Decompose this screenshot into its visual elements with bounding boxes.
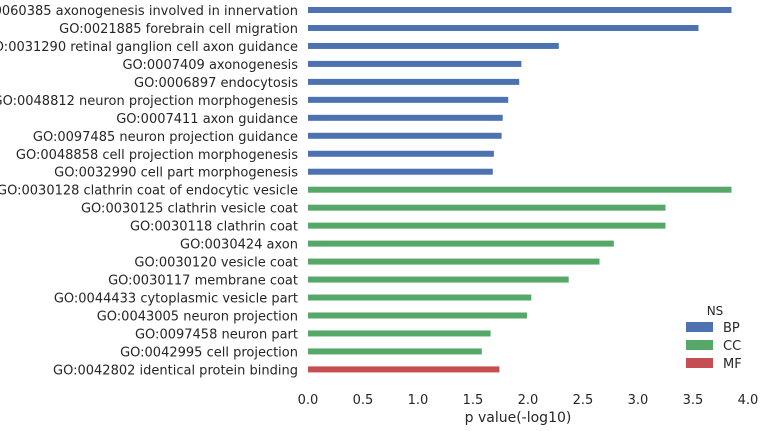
legend: NS BP CC MF xyxy=(686,304,742,372)
legend-label: CC xyxy=(723,339,741,354)
legend-swatch xyxy=(686,322,713,332)
x-tick-label: 1.5 xyxy=(463,393,484,408)
bar xyxy=(308,168,493,175)
category-label: GO:0007411 axon guidance xyxy=(116,112,298,127)
bar xyxy=(308,132,502,139)
bar xyxy=(308,240,614,247)
bar xyxy=(308,330,491,337)
bar xyxy=(308,60,522,67)
category-label: GO:0032990 cell part morphogenesis xyxy=(54,166,298,181)
legend-label: MF xyxy=(723,357,742,372)
category-label: GO:0030118 clathrin coat xyxy=(130,220,298,235)
category-label: GO:0042802 identical protein binding xyxy=(53,363,298,378)
category-label: GO:0042995 cell projection xyxy=(120,345,298,360)
bar xyxy=(308,222,666,229)
category-label: GO:0030128 clathrin coat of endocytic ve… xyxy=(0,184,298,199)
legend-label: BP xyxy=(723,321,740,336)
category-label: GO:0031290 retinal ganglion cell axon gu… xyxy=(0,40,298,55)
x-tick-label: 3.5 xyxy=(683,393,704,408)
category-label: GO:0044433 cytoplasmic vesicle part xyxy=(54,292,298,307)
legend-swatch xyxy=(686,358,713,368)
bar xyxy=(308,258,600,265)
bar xyxy=(308,366,500,373)
x-tick-label: 1.0 xyxy=(408,393,429,408)
category-label: GO:0060385 axonogenesis involved in inne… xyxy=(0,4,298,19)
bar xyxy=(308,7,732,13)
category-label: GO:0097485 neuron projection guidance xyxy=(33,130,298,145)
bar xyxy=(308,114,503,121)
bar xyxy=(308,24,699,31)
x-tick-label: 0.0 xyxy=(298,393,319,408)
category-labels: GO:0060385 axonogenesis involved in inne… xyxy=(0,4,298,378)
category-label: GO:0048812 neuron projection morphogenes… xyxy=(0,94,298,109)
category-label: GO:0097458 neuron part xyxy=(135,327,298,342)
legend-title: NS xyxy=(707,304,724,318)
x-tick-label: 0.5 xyxy=(353,393,374,408)
bar xyxy=(308,294,532,301)
category-label: GO:0006897 endocytosis xyxy=(134,76,298,91)
category-label: GO:0048858 cell projection morphogenesis xyxy=(16,148,298,163)
category-label: GO:0030117 membrane coat xyxy=(108,274,298,289)
bar xyxy=(308,312,527,319)
x-tick-label: 4.0 xyxy=(738,393,759,408)
x-axis-ticks: 0.0 0.5 1.0 1.5 2.0 2.5 3.0 3.5 4.0 xyxy=(298,393,759,408)
bar xyxy=(308,78,520,85)
category-label: GO:0043005 neuron projection xyxy=(97,309,298,324)
bar xyxy=(308,186,732,193)
bar xyxy=(308,276,569,283)
bar xyxy=(308,348,482,355)
category-label: GO:0021885 forebrain cell migration xyxy=(59,22,298,37)
category-label: GO:0030120 vesicle coat xyxy=(134,256,298,271)
bar xyxy=(308,204,666,211)
x-tick-label: 2.5 xyxy=(573,393,594,408)
category-label: GO:0030125 clathrin vesicle coat xyxy=(81,202,298,217)
category-label: GO:0030424 axon xyxy=(180,238,298,253)
x-tick-label: 2.0 xyxy=(518,393,539,408)
bar xyxy=(308,42,559,49)
category-label: GO:0007409 axonogenesis xyxy=(122,58,298,73)
x-axis-title: p value(-log10) xyxy=(465,410,572,426)
x-tick-label: 3.0 xyxy=(628,393,649,408)
legend-swatch xyxy=(686,340,713,350)
bars-layer xyxy=(308,7,732,373)
bar xyxy=(308,96,509,103)
bar xyxy=(308,150,494,157)
